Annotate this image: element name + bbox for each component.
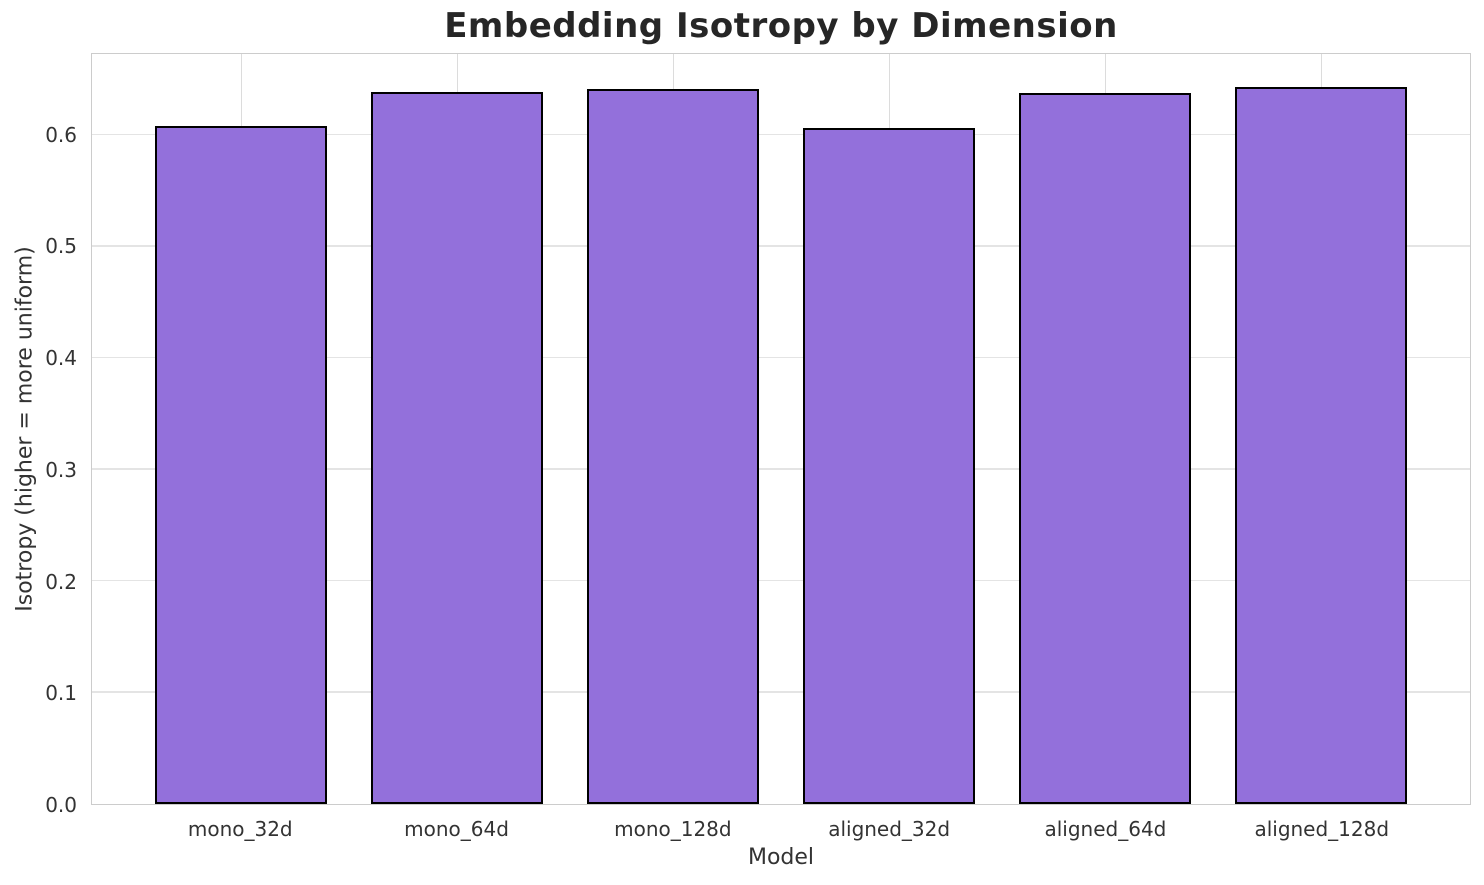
bar-aligned_32d — [802, 127, 976, 804]
y-tick-label: 0.2 — [45, 569, 77, 594]
y-tick-label: 0.6 — [45, 122, 77, 147]
y-tick-label: 0.5 — [45, 234, 77, 259]
x-tick-label: aligned_128d — [1254, 817, 1390, 841]
bar-mono_32d — [154, 126, 328, 804]
bar-aligned_128d — [1234, 87, 1408, 804]
bar-mono_64d — [370, 91, 544, 804]
x-axis-label: Model — [747, 845, 815, 870]
y-tick-label: 0.1 — [45, 681, 77, 706]
h-gridline — [92, 468, 1470, 470]
plot-area — [91, 53, 1471, 805]
h-gridline — [92, 245, 1470, 247]
y-axis-label: Isotropy (higher = more uniform) — [12, 246, 38, 612]
y-tick-label: 0.4 — [45, 346, 77, 371]
h-gridline — [92, 579, 1470, 582]
x-tick-label: aligned_32d — [828, 817, 951, 841]
h-gridline — [92, 691, 1470, 693]
bar-aligned_64d — [1018, 93, 1192, 804]
x-tick-label: mono_64d — [404, 817, 509, 841]
x-tick-label: aligned_64d — [1044, 817, 1167, 841]
x-tick-label: mono_128d — [614, 817, 732, 841]
chart-title: Embedding Isotropy by Dimension — [444, 6, 1118, 46]
h-gridline — [92, 133, 1470, 136]
bar-mono_128d — [586, 88, 760, 804]
y-tick-label: 0.0 — [45, 793, 77, 817]
h-gridline — [92, 356, 1470, 359]
y-tick-label: 0.3 — [45, 457, 77, 482]
x-tick-label: mono_32d — [187, 817, 293, 841]
